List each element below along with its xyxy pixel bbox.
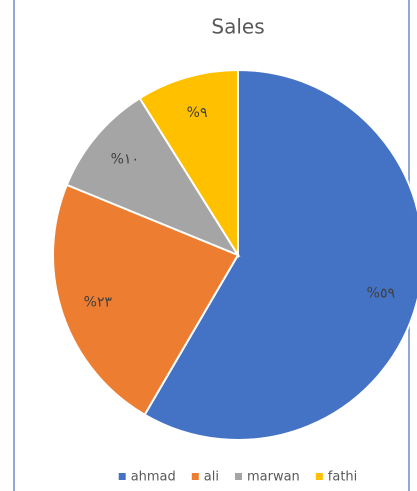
data-label: %١٠ <box>111 152 139 168</box>
legend-label: fathi <box>328 470 358 485</box>
data-label: %٢٣ <box>84 294 113 310</box>
chart: Sales %٥٩ %٢٣ %١٠ %٩ ahmad ali marwan fathi <box>0 0 417 491</box>
legend-swatch <box>235 473 242 480</box>
legend-label: ahmad <box>131 470 176 485</box>
legend-swatch <box>119 473 126 480</box>
page: {"chart_data": {"type": "pie", "title": … <box>0 0 417 491</box>
data-label: %٩ <box>187 105 208 121</box>
legend-label: marwan <box>247 470 300 485</box>
legend-swatch <box>316 473 323 480</box>
chart-title: Sales <box>211 15 264 39</box>
legend-label: ali <box>204 470 219 485</box>
data-label: %٥٩ <box>367 286 395 302</box>
legend-swatch <box>192 473 199 480</box>
